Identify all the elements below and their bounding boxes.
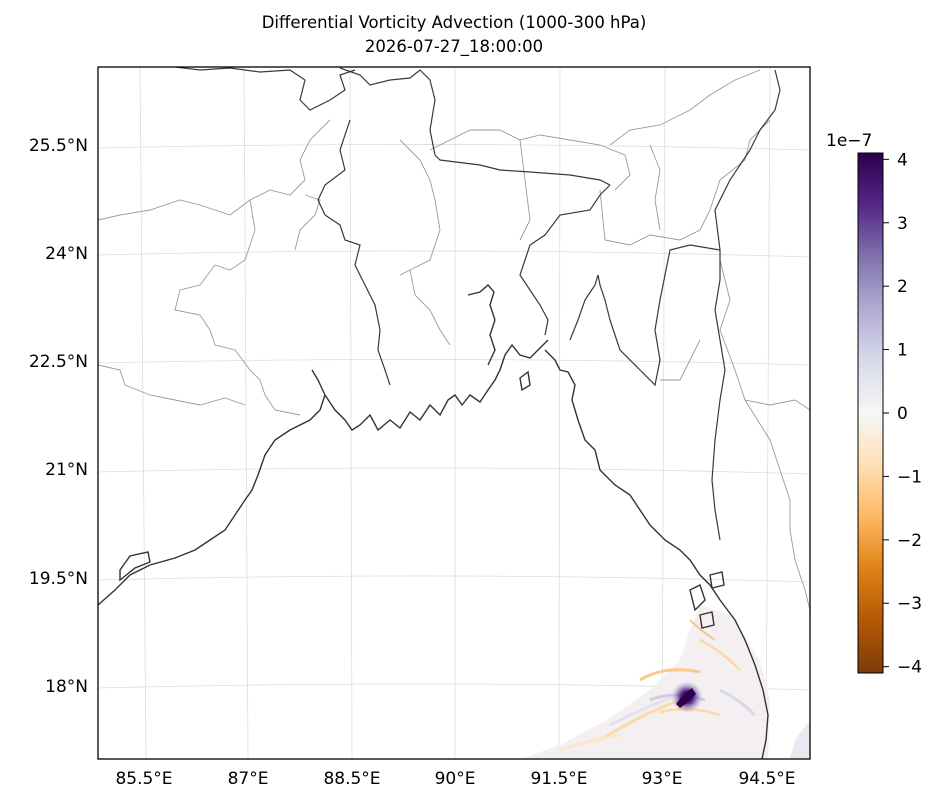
colorbar-tick-label: 1 — [897, 341, 908, 361]
colorbar-tick-label: 3 — [897, 214, 908, 234]
colorbar-tick-label: 4 — [897, 150, 908, 170]
admin-boundaries — [98, 69, 810, 611]
map-timestamp: 2026-07-27_18:00:00 — [364, 37, 544, 56]
lon-tick-label: 91.5°E — [530, 769, 587, 789]
latitude-tick-labels: 25.5°N 24°N 22.5°N 21°N 19.5°N 18°N — [29, 136, 88, 697]
lon-tick-label: 87°E — [228, 769, 269, 789]
international-borders — [174, 67, 781, 541]
colorbar-tick-label: −3 — [897, 594, 922, 614]
lat-tick-label: 19.5°N — [29, 569, 88, 589]
lon-tick-label: 88.5°E — [323, 769, 380, 789]
colorbar-tick-label: 0 — [897, 404, 908, 424]
colorbar: 1e−7 4 3 2 1 0 −1 −2 −3 −4 — [826, 131, 922, 678]
vorticity-field — [520, 605, 810, 759]
longitude-tick-labels: 85.5°E 87°E 88.5°E 90°E 91.5°E 93°E 94.5°E — [115, 769, 795, 789]
colorbar-tick-label: −2 — [897, 531, 922, 551]
lat-tick-label: 24°N — [45, 244, 88, 264]
map-title: Differential Vorticity Advection (1000-3… — [261, 13, 647, 32]
lat-tick-label: 18°N — [45, 677, 88, 697]
colorbar-exponent: 1e−7 — [826, 131, 872, 151]
map-frame — [97, 66, 811, 760]
colorbar-tick-label: 2 — [897, 277, 908, 297]
lon-tick-label: 85.5°E — [115, 769, 172, 789]
colorbar-gradient — [857, 152, 884, 674]
lon-tick-label: 90°E — [435, 769, 476, 789]
lat-tick-label: 25.5°N — [29, 136, 88, 156]
colorbar-tick-label: −4 — [897, 658, 922, 678]
lon-tick-label: 93°E — [642, 769, 683, 789]
lon-tick-label: 94.5°E — [738, 769, 795, 789]
lat-tick-label: 22.5°N — [29, 352, 88, 372]
lat-tick-label: 21°N — [45, 460, 88, 480]
colorbar-tick-label: −1 — [897, 467, 922, 487]
coastline — [98, 284, 769, 759]
graticule — [98, 67, 810, 759]
